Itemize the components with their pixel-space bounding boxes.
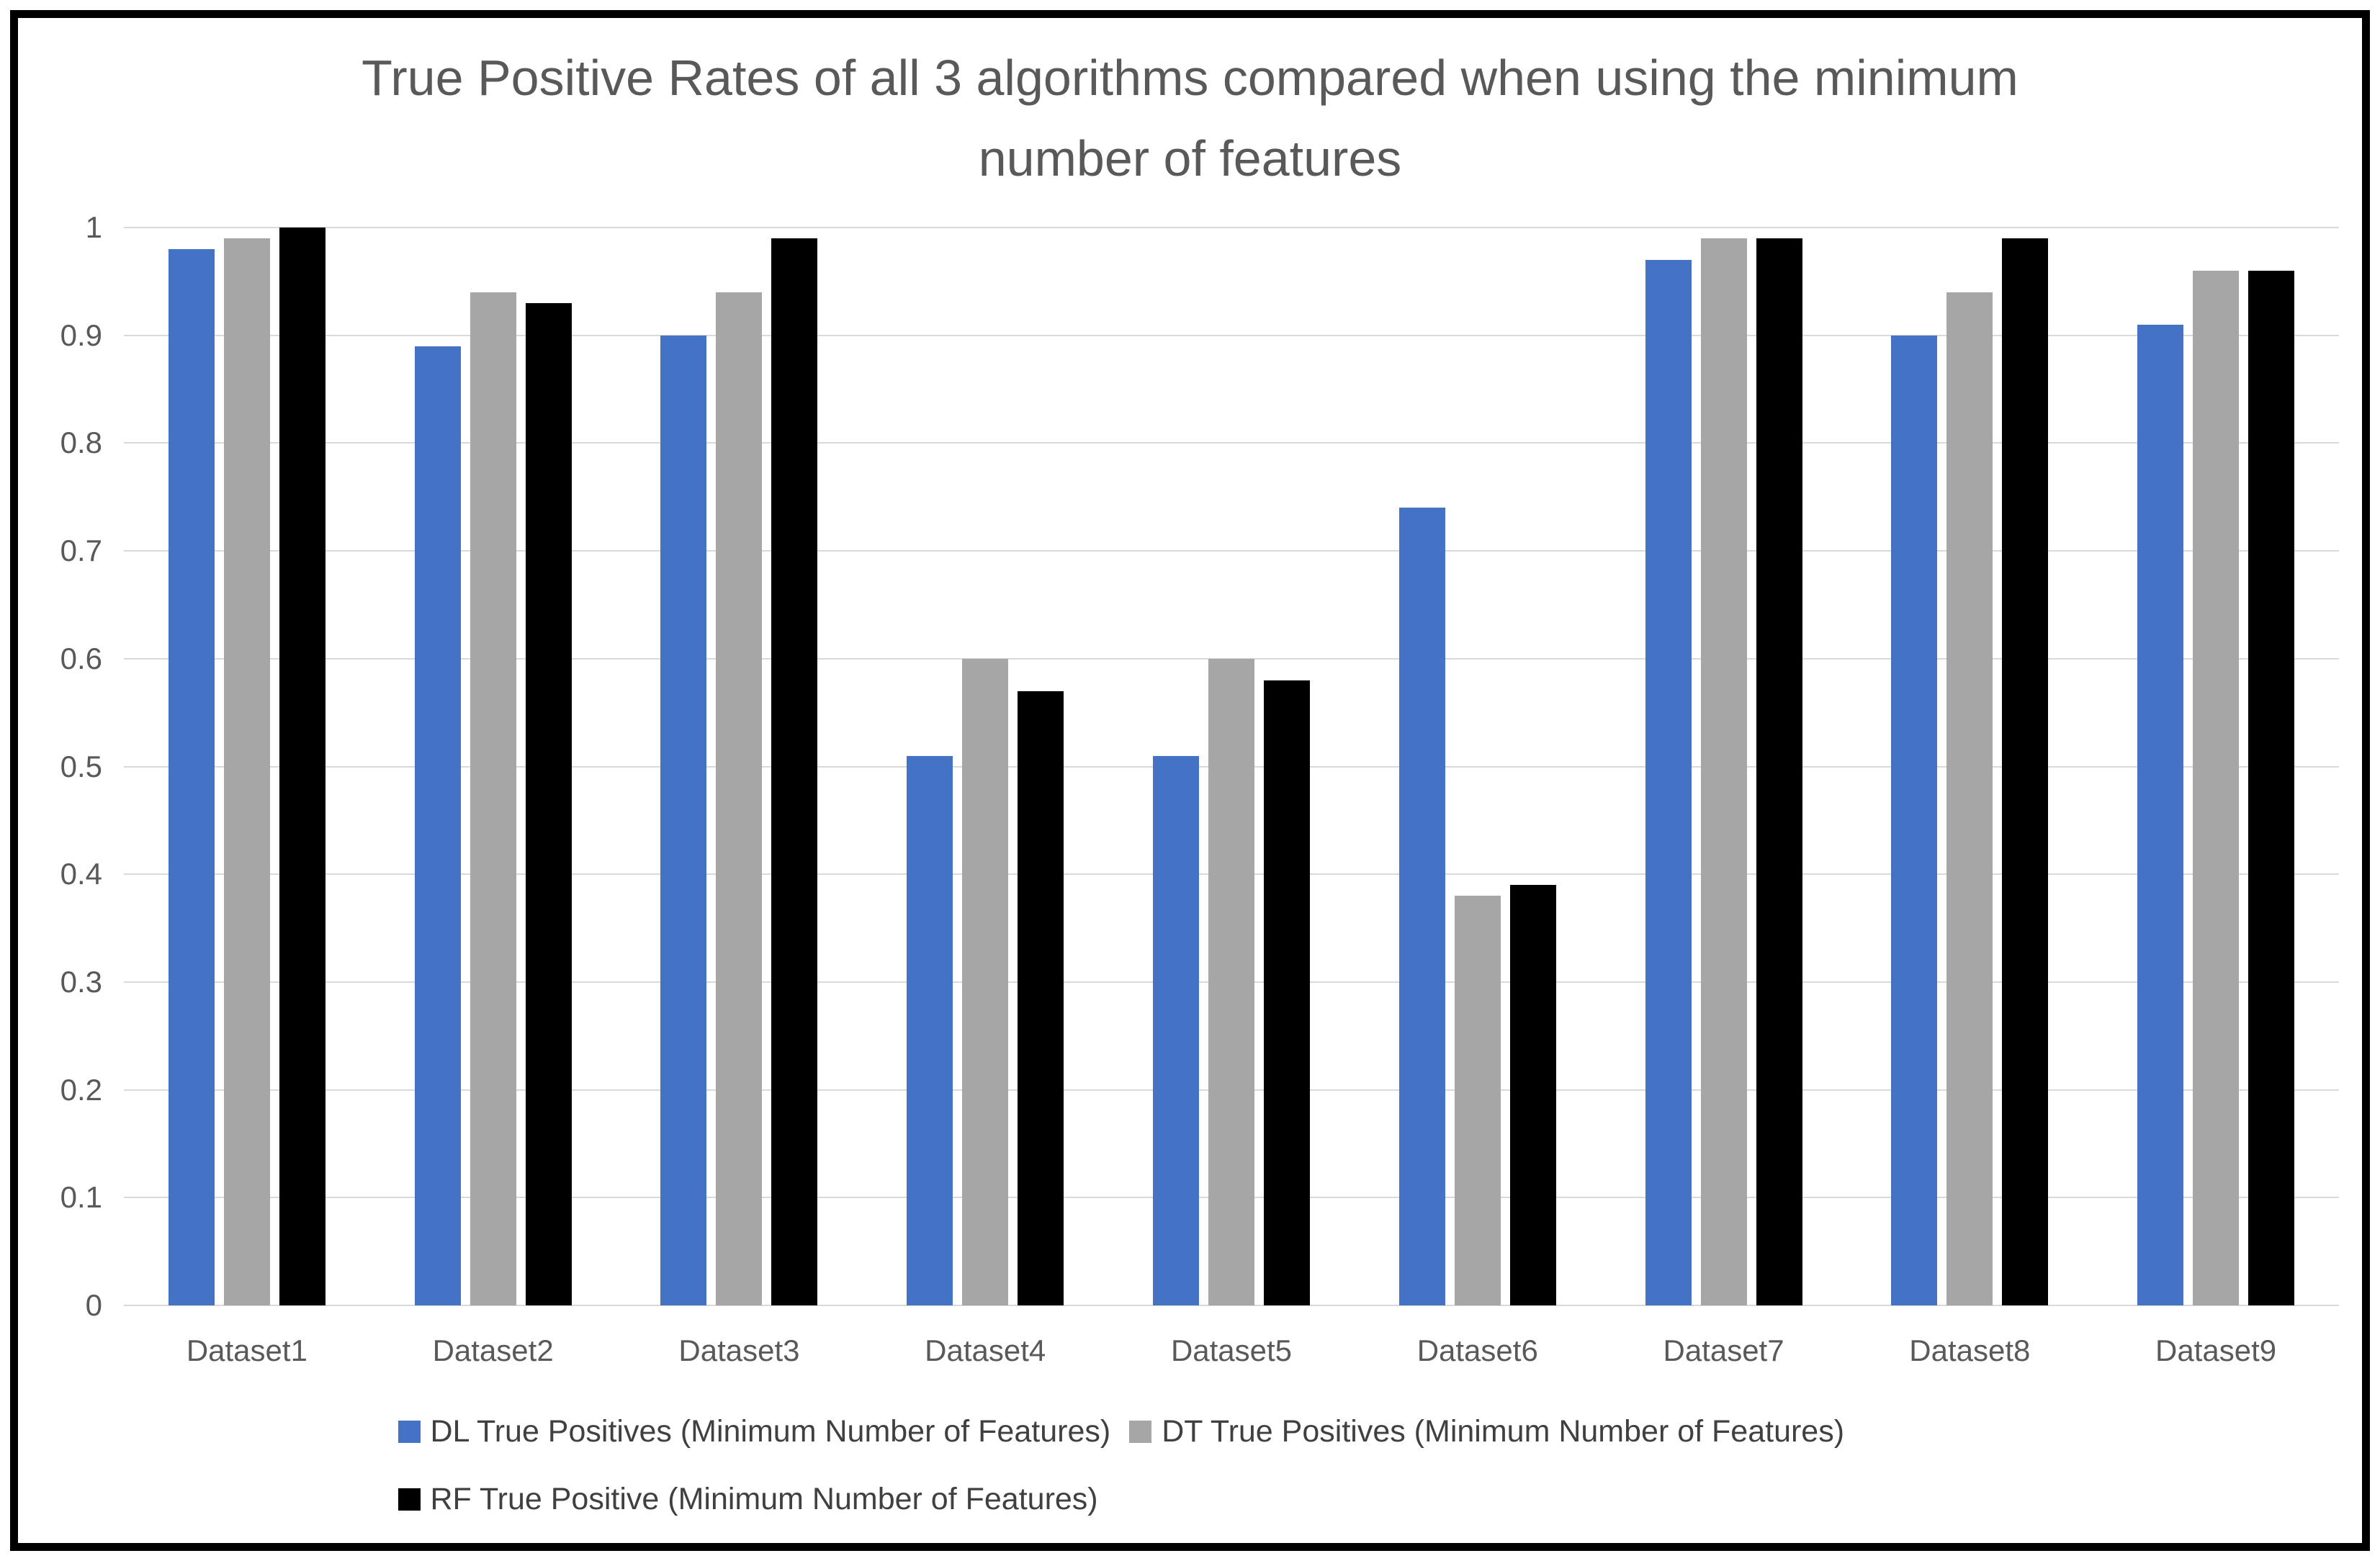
bar-dataset8-dt [1946,292,1993,1305]
legend-item-dl: DL True Positives (Minimum Number of Fea… [398,1414,1111,1449]
bar-dataset2-dt [470,292,516,1305]
bar-dataset5-rf [1263,680,1310,1305]
chart-title-line1: True Positive Rates of all 3 algorithms … [362,50,2018,106]
bar-dataset1-rf [279,228,325,1305]
bar-dataset7-rf [1756,238,1802,1305]
bar-group-dataset7 [1601,228,1847,1305]
y-axis-tick-label-0.8: 0.8 [60,426,102,460]
legend-item-rf: RF True Positive (Minimum Number of Feat… [398,1482,1098,1516]
y-axis-tick-label-0.1: 0.1 [60,1180,102,1215]
x-axis-label-dataset4: Dataset4 [925,1333,1046,1367]
legend-row-1: DL True Positives (Minimum Number of Fea… [398,1414,1844,1449]
legend: DL True Positives (Minimum Number of Fea… [398,1414,1982,1516]
y-axis-tick-label-0.5: 0.5 [60,749,102,783]
legend-swatch-dt-icon [1129,1420,1152,1443]
bar-dataset2-dl [414,346,461,1305]
x-axis-label-dataset5: Dataset5 [1170,1333,1293,1367]
bar-group-dataset6 [1355,228,1601,1305]
gridline-1 [124,227,2339,228]
x-axis-label-dataset1: Dataset1 [186,1333,307,1367]
y-axis-tick-label-0.2: 0.2 [60,1072,102,1107]
y-axis-tick-label-0.3: 0.3 [60,964,102,999]
bar-group-dataset5 [1108,228,1355,1305]
chart-title-line2: number of features [978,130,1402,186]
x-axis-label-dataset3: Dataset3 [678,1333,800,1367]
bar-group-dataset2 [370,228,616,1305]
bar-dataset9-dt [2193,271,2240,1305]
bar-dataset8-dl [1891,336,1938,1305]
x-axis-label-dataset6: Dataset6 [1416,1333,1538,1367]
x-axis-label-dataset7: Dataset7 [1663,1333,1784,1367]
legend-row-2: RF True Positive (Minimum Number of Feat… [398,1482,1098,1516]
legend-item-dt: DT True Positives (Minimum Number of Fea… [1129,1414,1844,1449]
legend-label-dt: DT True Positives (Minimum Number of Fea… [1162,1414,1845,1449]
bar-dataset8-rf [2002,238,2049,1305]
x-axis-label-dataset9: Dataset9 [2155,1333,2277,1367]
bar-group-dataset1 [124,228,370,1305]
gridline-0.6 [124,657,2339,660]
y-axis-tick-label-1: 1 [85,210,102,244]
chart-title: True Positive Rates of all 3 algorithms … [0,37,2380,199]
gridline-0.9 [124,334,2339,336]
legend-label-dl: DL True Positives (Minimum Number of Fea… [430,1414,1111,1449]
bar-dataset9-rf [2248,271,2295,1305]
bar-dataset1-dl [168,249,215,1305]
bar-dataset1-dt [223,238,270,1305]
plot-area [124,227,2339,1306]
bar-dataset6-rf [1509,885,1556,1305]
gridline-0.7 [124,550,2339,552]
bar-group-dataset8 [1846,228,2093,1305]
bar-group-dataset9 [2093,228,2339,1305]
y-axis-tick-label-0.7: 0.7 [60,534,102,568]
bar-dataset3-dt [716,292,763,1305]
bar-dataset6-dl [1398,508,1445,1305]
bar-dataset5-dl [1152,756,1199,1305]
legend-label-rf: RF True Positive (Minimum Number of Feat… [430,1482,1098,1516]
bar-dataset4-rf [1018,691,1064,1305]
bar-dataset6-dt [1454,896,1501,1305]
y-axis-tick-label-0.9: 0.9 [60,318,102,352]
bar-dataset9-dl [2137,325,2184,1305]
x-axis-label-dataset8: Dataset8 [1909,1333,2031,1367]
bar-dataset2-rf [525,303,572,1305]
bar-dataset4-dt [962,659,1009,1305]
legend-swatch-dl-icon [398,1420,421,1443]
bar-group-dataset4 [862,228,1108,1305]
bar-dataset3-rf [771,238,818,1305]
x-axis-label-dataset2: Dataset2 [432,1333,554,1367]
y-axis-tick-label-0.4: 0.4 [60,857,102,891]
y-axis-tick-label-0.6: 0.6 [60,641,102,675]
bar-dataset4-dl [907,756,953,1305]
bar-dataset7-dt [1700,238,1747,1305]
x-axis-line [124,1305,2339,1306]
legend-swatch-rf-icon [398,1488,421,1511]
bar-group-dataset3 [616,228,863,1305]
y-axis-tick-label-0: 0 [85,1288,102,1322]
bar-dataset5-dt [1208,659,1254,1305]
bar-dataset7-dl [1645,260,1692,1305]
bar-dataset3-dl [660,336,707,1305]
gridline-0.8 [124,442,2339,444]
